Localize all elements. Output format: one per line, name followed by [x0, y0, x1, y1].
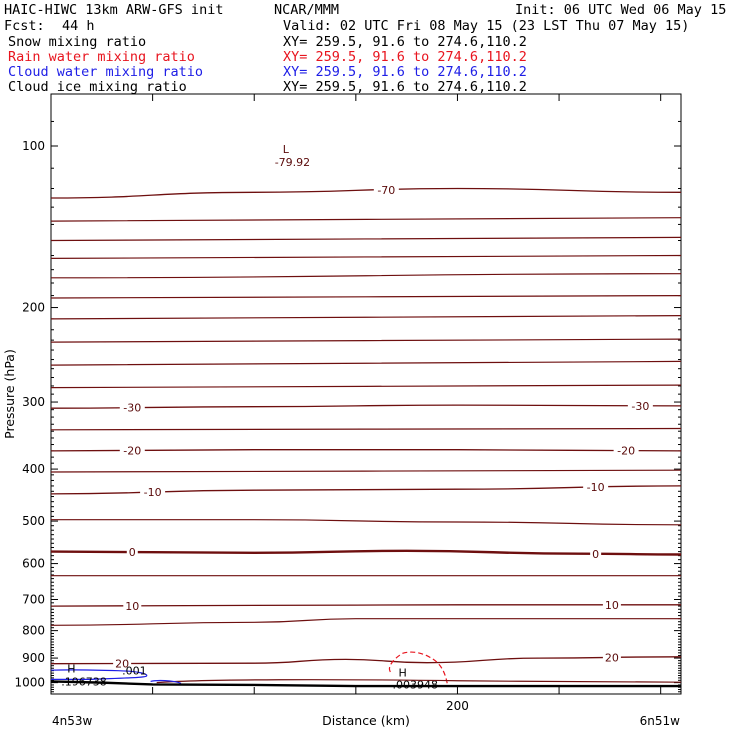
temperature-contour-line: [50, 295, 682, 299]
cloud-water-contour: [150, 679, 182, 684]
temperature-contour-line: [51, 519, 682, 526]
contour-label-bg: [590, 547, 602, 560]
rain-max-value: .003948: [392, 678, 438, 691]
field-xy-range: XY= 259.5, 91.6 to 274.6,110.2: [283, 34, 527, 50]
y-tick-label: 700: [22, 593, 45, 607]
header-valid: Valid: 02 UTC Fri 08 May 15 (23 LST Thu …: [283, 18, 689, 34]
low-center-marker: L: [283, 143, 290, 156]
field-name: Cloud water mixing ratio: [8, 64, 203, 80]
contour-label-bg: [140, 486, 166, 499]
contour-label: 10: [605, 599, 619, 612]
temperature-contour-line: [50, 360, 682, 366]
temperature-contour-line: [50, 656, 682, 665]
low-center-value: -79.92: [275, 156, 310, 169]
temperature-contour-line: [50, 338, 682, 343]
temperature-contour-line: [50, 273, 682, 279]
y-tick-label: 300: [22, 395, 45, 409]
contour-label: 0: [592, 548, 599, 561]
plot-frame: [50, 93, 682, 695]
y-axis-label: Pressure (hPa): [2, 349, 17, 439]
contour-label: -10: [587, 481, 605, 494]
contour-label-bg: [583, 481, 609, 494]
field-legend: Snow mixing ratio XY= 259.5, 91.6 to 274.…: [8, 34, 527, 95]
terrain-line: [50, 680, 681, 688]
contour-label-bg: [119, 401, 145, 414]
temperature-contour-line: [50, 427, 682, 431]
temperature-contour-line: [50, 604, 681, 607]
temperature-contour-line: [50, 217, 682, 222]
y-tick-label: 500: [22, 514, 45, 528]
contour-label-bg: [627, 399, 653, 412]
field-xy-range: XY= 259.5, 91.6 to 274.6,110.2: [283, 79, 527, 95]
x-axis-label: Distance (km): [322, 713, 410, 728]
contour-label-bg: [613, 444, 639, 457]
header-title-left: HAIC-HIWC 13km ARW-GFS init: [4, 2, 223, 18]
x-end-label: 6n51w: [640, 714, 681, 728]
field-xy-range: XY= 259.5, 91.6 to 274.6,110.2: [283, 64, 527, 80]
temperature-contour-line: [50, 384, 682, 389]
x-axis-ticks: 20 0: [152, 94, 662, 713]
header-init: Init: 06 UTC Wed 06 May 15: [515, 2, 726, 18]
cloud-water-max-marker: H: [67, 663, 75, 676]
header-title-center: NCAR/MMM: [274, 2, 339, 18]
temperature-contours: -70 -30 -30 -20 -20 -10 -10 0 0 10 10 20 20: [50, 183, 682, 671]
temperature-contour-line: [50, 315, 682, 320]
contour-label: 0: [129, 546, 136, 559]
temperature-contour-line: [50, 449, 682, 452]
field-name: Rain water mixing ratio: [8, 49, 195, 65]
y-tick-label: 1000: [14, 676, 45, 690]
header-fcst-value: 44 h: [62, 18, 95, 34]
field-name: Snow mixing ratio: [8, 34, 146, 50]
contour-label-bg: [602, 598, 621, 611]
temperature-contour-line: [50, 618, 682, 626]
temperature-contour-line: [50, 469, 682, 473]
contour-label-bg: [123, 599, 142, 612]
contour-label: -20: [123, 444, 141, 457]
contour-label-bg: [373, 183, 399, 196]
y-tick-label: 800: [22, 624, 45, 638]
contour-label: -70: [377, 184, 395, 197]
contour-label-bg: [113, 657, 132, 670]
cloud-water-contour-label: .001: [122, 665, 146, 678]
contour-label: -30: [631, 400, 649, 413]
y-tick-label: 900: [22, 651, 45, 665]
cloud-water-contour: [50, 669, 148, 680]
header-fcst-label: Fcst:: [4, 18, 45, 34]
contour-label: -20: [617, 445, 635, 458]
y-tick-label: 400: [22, 462, 45, 476]
temperature-contour-line: [50, 236, 682, 242]
contour-label-bg: [126, 546, 138, 559]
temperature-contour-line: [156, 679, 682, 684]
temperature-contour-line: [50, 187, 682, 199]
rain-water-contour: [388, 651, 448, 684]
contour-label: 20: [605, 651, 619, 664]
contour-label-bg: [602, 651, 621, 664]
contour-label: -10: [144, 486, 162, 499]
y-tick-label: 100: [22, 139, 45, 153]
contour-label-bg: [119, 444, 145, 457]
y-tick-label: 600: [22, 557, 45, 571]
contour-label: -30: [123, 402, 141, 415]
contour-label: 20: [115, 658, 129, 671]
field-name: Cloud ice mixing ratio: [8, 79, 187, 95]
temperature-contour-line: [50, 254, 682, 259]
x-tick-label: 200: [446, 699, 469, 713]
contour-label: 10: [125, 600, 139, 613]
temperature-contour-line: [50, 404, 682, 409]
y-tick-label: 200: [22, 301, 45, 315]
temperature-contour-line: [50, 549, 682, 556]
rain-max-marker: H: [398, 666, 406, 679]
x-start-label: 4n53w: [52, 714, 93, 728]
field-xy-range: XY= 259.5, 91.6 to 274.6,110.2: [283, 49, 527, 65]
